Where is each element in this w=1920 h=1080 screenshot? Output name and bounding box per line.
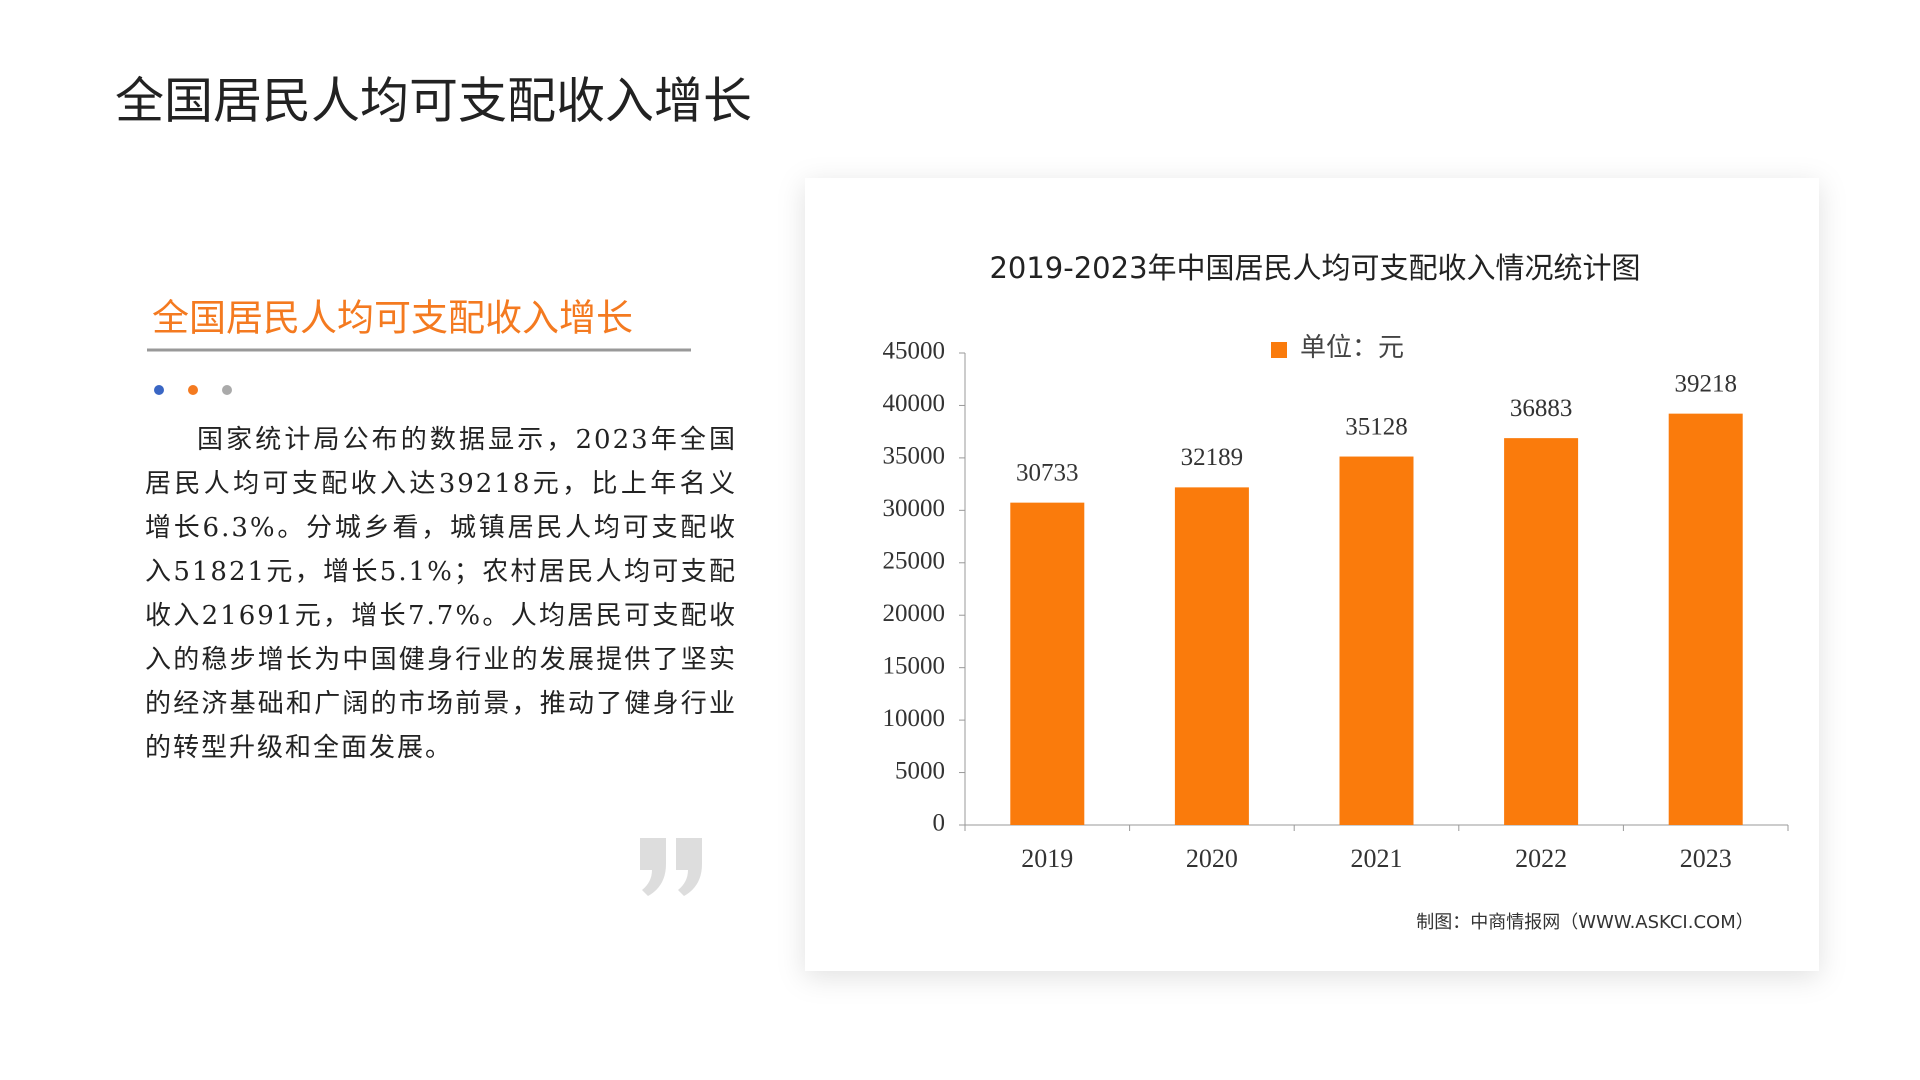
page-title: 全国居民人均可支配收入增长 <box>115 73 752 130</box>
dot <box>222 385 232 395</box>
value-label: 39218 <box>1674 370 1737 397</box>
value-label: 36883 <box>1510 395 1573 422</box>
bar <box>1504 438 1579 825</box>
legend-label: 单位：元 <box>1300 333 1404 362</box>
x-tick-label: 2019 <box>1021 844 1073 873</box>
chart-title: 2019-2023年中国居民人均可支配收入情况统计图 <box>989 251 1640 285</box>
y-tick-label: 10000 <box>883 705 946 732</box>
y-tick-label: 5000 <box>895 757 945 784</box>
y-tick-label: 20000 <box>883 600 946 627</box>
x-tick-label: 2022 <box>1515 844 1567 873</box>
bar <box>1339 456 1414 825</box>
bar <box>1174 487 1249 825</box>
y-tick-label: 15000 <box>883 652 946 679</box>
y-tick-label: 40000 <box>883 390 946 417</box>
section-title: 全国居民人均可支配收入增长 <box>152 297 633 340</box>
dot <box>154 385 164 395</box>
value-label: 30733 <box>1016 459 1079 486</box>
dot <box>188 385 198 395</box>
quote-icon <box>640 838 702 896</box>
bar <box>1668 413 1743 825</box>
value-label: 35128 <box>1345 413 1408 440</box>
x-tick-label: 2021 <box>1351 844 1403 873</box>
body-paragraph: 国家统计局公布的数据显示，2023年全国居民人均可支配收入达39218元，比上年… <box>145 425 737 763</box>
y-tick-label: 45000 <box>883 338 946 365</box>
legend-swatch <box>1271 342 1287 358</box>
y-tick-label: 35000 <box>883 443 946 470</box>
x-tick-label: 2020 <box>1186 844 1238 873</box>
y-tick-label: 30000 <box>883 495 946 522</box>
bar <box>1010 502 1085 825</box>
y-tick-label: 25000 <box>883 548 946 575</box>
value-label: 32189 <box>1181 444 1244 471</box>
x-tick-label: 2023 <box>1680 844 1732 873</box>
y-tick-label: 0 <box>933 810 946 837</box>
chart-card <box>805 178 1819 971</box>
source-note: 制图：中商情报网（WWW.ASKCI.COM） <box>1416 912 1753 933</box>
